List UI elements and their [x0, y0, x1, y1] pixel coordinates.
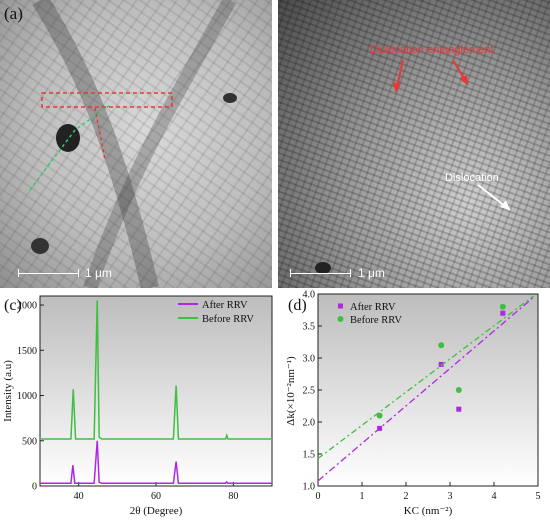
annotation-dislocation: Dislocation — [445, 172, 499, 184]
d-y-tick-label: 4.0 — [303, 290, 316, 301]
d-x-tick-label: 2 — [404, 491, 409, 502]
plot-area-d — [317, 293, 539, 487]
d-point-after-rrv — [377, 425, 383, 431]
wh-chart: 0 1 2 3 4 5 1.0 1.5 2.0 2.5 3.0 3.5 4.0 After RRV Bef… — [285, 290, 541, 517]
tem-image-a: (a) 1 μm — [0, 0, 272, 288]
d-x-tick-label: 0 — [316, 491, 321, 502]
panel-c-letter: (c) — [4, 297, 22, 314]
d-x-tick-label: 3 — [448, 491, 453, 502]
scale-bar-b-left-tick — [290, 269, 291, 277]
c-legend-label: After RRV — [202, 300, 248, 311]
d-x-tick-label: 4 — [492, 491, 497, 502]
d-point-before-rrv — [499, 303, 506, 310]
d-fit-line-after-rrv — [317, 296, 535, 482]
d-fit-line-before-rrv — [317, 295, 534, 459]
d-y-tick-label: 1.0 — [303, 482, 316, 493]
d-y-tick-label: 2.0 — [303, 418, 316, 429]
c-series-line-before-rrv — [40, 300, 272, 440]
scale-bar-a-right-tick — [78, 269, 79, 277]
c-y-tick-label: 1000 — [17, 391, 37, 402]
scale-bar-a-left-tick — [18, 269, 19, 277]
d-y-axis-label: Δk(×10⁻²nm⁻¹) — [285, 356, 297, 426]
d-point-before-rrv — [376, 412, 383, 419]
panel-a-letter: (a) — [4, 4, 23, 23]
plot-area-c — [39, 295, 273, 487]
c-x-tick-label: 40 — [74, 491, 84, 502]
scale-bar-a — [18, 273, 78, 274]
d-x-tick-label: 1 — [360, 491, 365, 502]
c-y-tick-label: 1500 — [17, 346, 37, 357]
c-y-tick-label: 0 — [32, 482, 37, 493]
d-x-tick-label: 5 — [536, 491, 541, 502]
d-point-after-rrv — [438, 361, 444, 367]
d-legend-marker — [337, 316, 344, 322]
c-series-line-after-rrv — [40, 440, 272, 485]
tem-a-features — [29, 0, 237, 288]
d-point-after-rrv — [500, 310, 506, 316]
d-y-tick-label: 3.0 — [303, 354, 316, 365]
scale-bar-b-right-tick — [350, 269, 351, 277]
d-legend-label: After RRV — [350, 302, 396, 313]
tem-image-b: Dislocation entanglement Dislocation 1 μ… — [278, 0, 550, 288]
d-point-after-rrv — [456, 406, 462, 412]
xrd-chart: 40 60 80 0 500 1000 1500 2000 After RRV Before R… — [2, 295, 273, 517]
scale-bar-b — [290, 273, 350, 274]
c-y-tick-label: 2000 — [17, 301, 37, 312]
d-x-axis-label: KC (nm⁻²) — [404, 505, 453, 517]
d-legend-marker — [338, 303, 343, 309]
c-x-axis-label: 2θ (Degree) — [130, 505, 183, 517]
d-legend-label: Before RRV — [350, 315, 402, 326]
d-y-tick-label: 2.5 — [303, 386, 316, 397]
c-x-tick-label: 60 — [151, 491, 161, 502]
scale-bar-b-label: 1 μm — [358, 266, 385, 280]
c-legend-label: Before RRV — [202, 314, 254, 325]
c-y-tick-label: 500 — [22, 436, 37, 447]
d-y-tick-label: 3.5 — [303, 322, 316, 333]
d-y-tick-label: 1.5 — [303, 450, 316, 461]
scale-bar-a-label: 1 μm — [85, 266, 112, 280]
panel-d-letter: (d) — [288, 297, 307, 314]
annotation-dislocation-entanglement: Dislocation entanglement — [370, 44, 494, 56]
c-x-tick-label: 80 — [228, 491, 238, 502]
d-point-before-rrv — [455, 387, 462, 393]
tem-b-features — [315, 59, 511, 274]
c-y-axis-label: Intensity (a.u) — [2, 360, 14, 422]
d-point-before-rrv — [438, 342, 445, 349]
